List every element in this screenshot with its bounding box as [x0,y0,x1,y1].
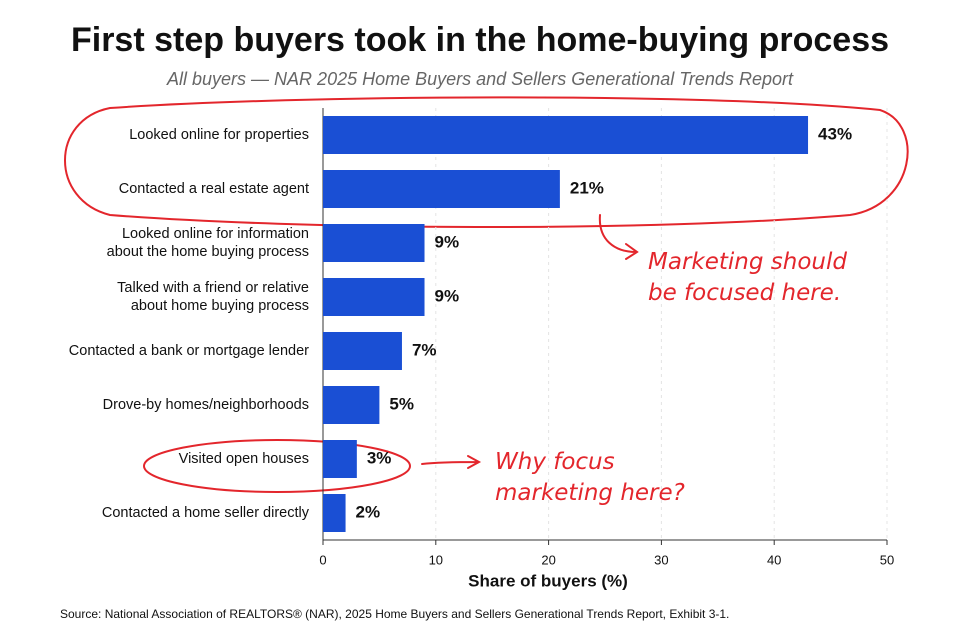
annotation-line: be focused here. [648,280,841,306]
category-label-line: Talked with a friend or relative [117,280,309,296]
category-label-line: Visited open houses [179,451,309,467]
category-label: Drove-by homes/neighborhoods [103,397,309,413]
category-label: Contacted a home seller directly [102,505,310,521]
category-label-line: Contacted a real estate agent [119,181,309,197]
bar [323,440,357,478]
value-label: 9% [435,232,460,251]
category-label: Looked online for properties [129,127,309,143]
x-tick-label: 0 [319,552,326,567]
bar [323,332,402,370]
category-label-line: about home buying process [131,298,309,314]
annotation-line: Why focus [495,449,615,475]
bar [323,278,425,316]
category-label-line: about the home buying process [107,244,309,260]
value-label: 3% [367,448,392,467]
category-label-line: Drove-by homes/neighborhoods [103,397,309,413]
value-label: 2% [356,502,381,521]
category-label-line: Looked online for information [122,226,309,242]
value-label: 5% [389,394,414,413]
value-label: 21% [570,178,604,197]
category-label-line: Looked online for properties [129,127,309,143]
value-label: 9% [435,286,460,305]
annotation-arrow [598,214,639,260]
highlight-ellipse [64,96,909,228]
x-tick-label: 10 [429,552,443,567]
annotation-line: Marketing should [648,249,847,275]
annotation-line: marketing here? [495,480,685,506]
category-label-line: Contacted a bank or mortgage lender [69,343,309,359]
x-axis-label: Share of buyers (%) [468,571,628,590]
source: Source: National Association of REALTORS… [60,607,729,621]
bar [323,494,346,532]
chart-title: First step buyers took in the home-buyin… [71,21,889,59]
bar [323,224,425,262]
category-label: Looked online for information about the h… [107,226,309,260]
chart-subtitle: All buyers — NAR 2025 Home Buyers and Se… [166,69,794,89]
annotation: Marketing should be focused here. [648,249,847,306]
category-label: Contacted a bank or mortgage lender [69,343,309,359]
category-label: Contacted a real estate agent [119,181,309,197]
category-label-line: Contacted a home seller directly [102,505,310,521]
annotation-arrow [421,455,482,469]
x-tick-label: 20 [541,552,555,567]
x-tick-label: 40 [767,552,781,567]
highlight-ellipse [143,439,411,493]
value-label: 7% [412,340,437,359]
x-tick-label: 50 [880,552,894,567]
category-label: Talked with a friend or relative about ho… [117,280,309,314]
x-tick-label: 30 [654,552,668,567]
category-label: Visited open houses [179,451,309,467]
bar [323,116,809,154]
bar [323,386,380,424]
annotation: Why focus marketing here? [495,449,685,506]
value-label: 43% [818,124,852,143]
bar [323,170,560,208]
